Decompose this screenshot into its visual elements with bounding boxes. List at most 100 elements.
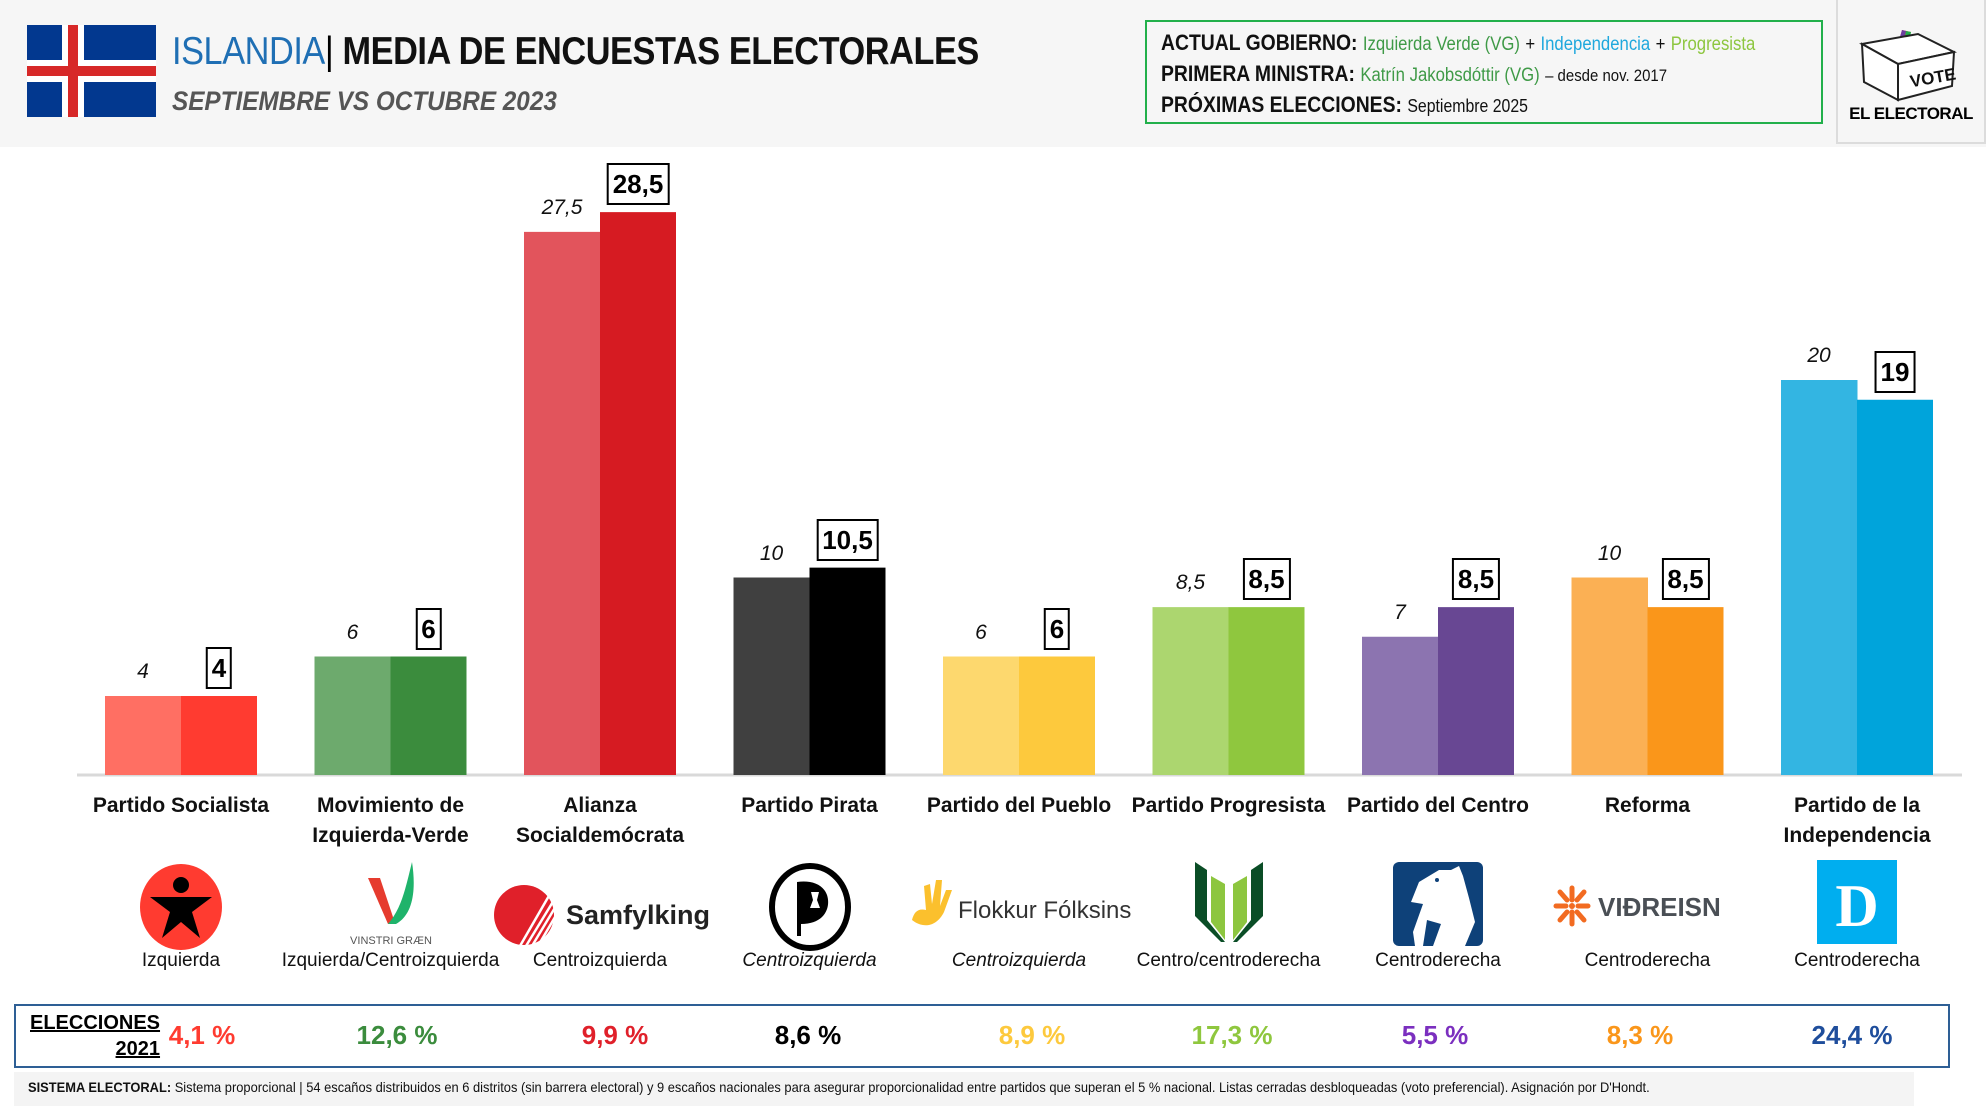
data-label-september: 10 xyxy=(1597,541,1622,565)
data-label-september: 7 xyxy=(1394,600,1406,624)
svg-text:D: D xyxy=(1835,873,1878,939)
category-label: Partido Socialista xyxy=(76,791,286,821)
government-label: ACTUAL GOBIERNO: xyxy=(1161,30,1358,55)
party-orientation: Centroderecha xyxy=(1794,950,1920,971)
election-2021-result: 17,3 % xyxy=(1191,1020,1273,1050)
election-2021-result: 24,4 % xyxy=(1811,1020,1893,1050)
bar-september-8 xyxy=(1781,380,1858,775)
bar-chart: 4 4 Partido Socialista 6 6 Movimiento de Izqui… xyxy=(0,147,1986,847)
data-label-october: 6 xyxy=(415,607,442,650)
data-label-october: 4 xyxy=(205,647,233,689)
category-label-line: Partido Progresista xyxy=(1131,794,1326,817)
category-label: Movimiento de Izquierda-Verde xyxy=(286,791,496,851)
category-label: Partido del Pueblo xyxy=(914,791,1124,821)
elections-title-line1: ELECCIONES xyxy=(30,1012,161,1034)
ballot-box-icon: VOTE xyxy=(1859,30,1957,102)
bar-october-1 xyxy=(390,656,467,775)
iceland-flag-icon xyxy=(27,25,156,117)
data-label-september: 8,5 xyxy=(1175,571,1206,595)
next-elections-label: PRÓXIMAS ELECCIONES: xyxy=(1161,92,1402,117)
bar-september-4 xyxy=(943,656,1020,775)
data-label-october: 8,5 xyxy=(1242,558,1291,601)
category-label-line: Socialdemócrata xyxy=(515,824,685,847)
category-label-line: Partido del Pueblo xyxy=(926,794,1112,817)
category-label-line: Partido de la xyxy=(1793,794,1921,817)
category-label: Reforma xyxy=(1543,791,1753,821)
party-orientation: Centro/centroderecha xyxy=(1136,950,1321,971)
page-title: ISLANDIA| MEDIA DE ENCUESTAS ELECTORALES xyxy=(172,30,979,74)
election-2021-result: 12,6 % xyxy=(356,1020,438,1050)
bar-september-3 xyxy=(733,577,810,775)
elections-2021-row: ELECCIONES 2021 4,1 % 12,6 % 9,9 % 8,6 % 8,9… xyxy=(14,1004,1950,1068)
data-label-september: 6 xyxy=(975,620,987,644)
party-orientation: Centroderecha xyxy=(1375,950,1501,971)
bar-october-8 xyxy=(1857,399,1933,775)
election-2021-result: 8,3 % xyxy=(1606,1020,1674,1050)
data-label-october: 6 xyxy=(1043,607,1071,650)
next-elections-line: PRÓXIMAS ELECCIONES: Septiembre 2025 xyxy=(1161,90,1729,121)
title-country: ISLANDIA xyxy=(172,30,325,73)
data-label-october: 8,5 xyxy=(1661,558,1710,601)
svg-text:Flokkur Fólksins: Flokkur Fólksins xyxy=(958,897,1131,924)
svg-text:Samfylkingin: Samfylkingin xyxy=(566,900,710,930)
party-orientation: Centroizquierda xyxy=(532,950,668,971)
prime-minister-label: PRIMERA MINISTRA: xyxy=(1161,61,1355,86)
svg-text:VINSTRI GRÆN: VINSTRI GRÆN xyxy=(350,935,432,947)
plus-sign: + xyxy=(1655,34,1666,55)
bar-october-5 xyxy=(1228,607,1305,775)
brand-name: EL ELECTORAL xyxy=(1849,104,1973,123)
category-label-line: Partido Pirata xyxy=(741,794,878,817)
data-label-october: 8,5 xyxy=(1451,558,1501,601)
bar-october-4 xyxy=(1019,656,1095,775)
bar-september-7 xyxy=(1571,577,1648,775)
category-label: Partido del Centro xyxy=(1333,791,1543,821)
chart-plot-area xyxy=(77,212,1962,777)
category-label: Partido Pirata xyxy=(705,791,915,821)
data-label-october: 19 xyxy=(1874,350,1916,393)
elections-title-line2: 2021 xyxy=(115,1038,161,1060)
government-party-vg: Izquierda Verde (VG) xyxy=(1362,34,1520,55)
category-label-line: Partido del Centro xyxy=(1346,794,1530,817)
progressive-party-logo-icon xyxy=(1189,858,1269,953)
data-label-september: 4 xyxy=(137,660,149,683)
election-2021-result: 5,5 % xyxy=(1401,1020,1469,1050)
category-label-line: Partido Socialista xyxy=(92,794,270,817)
bar-october-7 xyxy=(1647,607,1724,775)
election-2021-result: 4,1 % xyxy=(168,1020,236,1050)
category-label: Partido Progresista xyxy=(1124,791,1334,821)
bar-october-0 xyxy=(181,696,257,775)
title-main: MEDIA DE ENCUESTAS ELECTORALES xyxy=(333,30,979,73)
bar-october-3 xyxy=(809,567,886,775)
next-elections-value: Septiembre 2025 xyxy=(1407,96,1528,116)
electoral-system-label: SISTEMA ELECTORAL: xyxy=(28,1079,172,1095)
pirate-party-logo-icon xyxy=(765,862,855,957)
electoral-system-text: Sistema proporcional | 54 escaños distri… xyxy=(171,1079,1650,1095)
party-orientation: Centroizquierda xyxy=(742,950,877,971)
category-label: Alianza Socialdemócrata xyxy=(495,791,705,851)
election-2021-result: 8,9 % xyxy=(998,1020,1066,1050)
centre-party-horse-logo-icon xyxy=(1393,862,1483,951)
bar-october-6 xyxy=(1438,607,1514,775)
category-label-line: Movimiento de xyxy=(316,794,464,817)
independence-party-d-logo-icon: D xyxy=(1817,860,1897,949)
election-2021-result: 9,9 % xyxy=(581,1020,649,1050)
footer: SISTEMA ELECTORAL: Sistema proporcional … xyxy=(14,1072,1914,1106)
bar-september-6 xyxy=(1362,636,1439,775)
title-separator: | xyxy=(324,30,334,73)
government-party-progressive: Progresista xyxy=(1670,34,1756,55)
category-label-line: Alianza xyxy=(563,794,637,817)
category-label-line: Independencia xyxy=(1783,824,1931,847)
data-label-september: 10 xyxy=(759,541,784,565)
party-orientation: Izquierda/Centroizquierda xyxy=(281,950,500,971)
header: ISLANDIA| MEDIA DE ENCUESTAS ELECTORALES… xyxy=(0,0,1986,147)
data-label-september: 6 xyxy=(346,620,359,644)
category-label-line: Izquierda-Verde xyxy=(312,824,469,847)
category-label: Partido de la Independencia xyxy=(1752,791,1962,851)
prime-minister-line: PRIMERA MINISTRA: Katrín Jakobsdóttir (V… xyxy=(1161,59,1729,90)
party-orientation: Centroderecha xyxy=(1584,950,1711,971)
flokkur-folksins-logo-icon: Flokkur Fólksins xyxy=(904,872,1134,947)
bar-september-1 xyxy=(314,656,391,775)
prime-minister-name: Katrín Jakobsdóttir (VG) xyxy=(1360,65,1540,86)
data-label-september: 20 xyxy=(1807,344,1831,367)
vinstri-graen-logo-icon: VINSTRI GRÆN xyxy=(336,858,446,953)
